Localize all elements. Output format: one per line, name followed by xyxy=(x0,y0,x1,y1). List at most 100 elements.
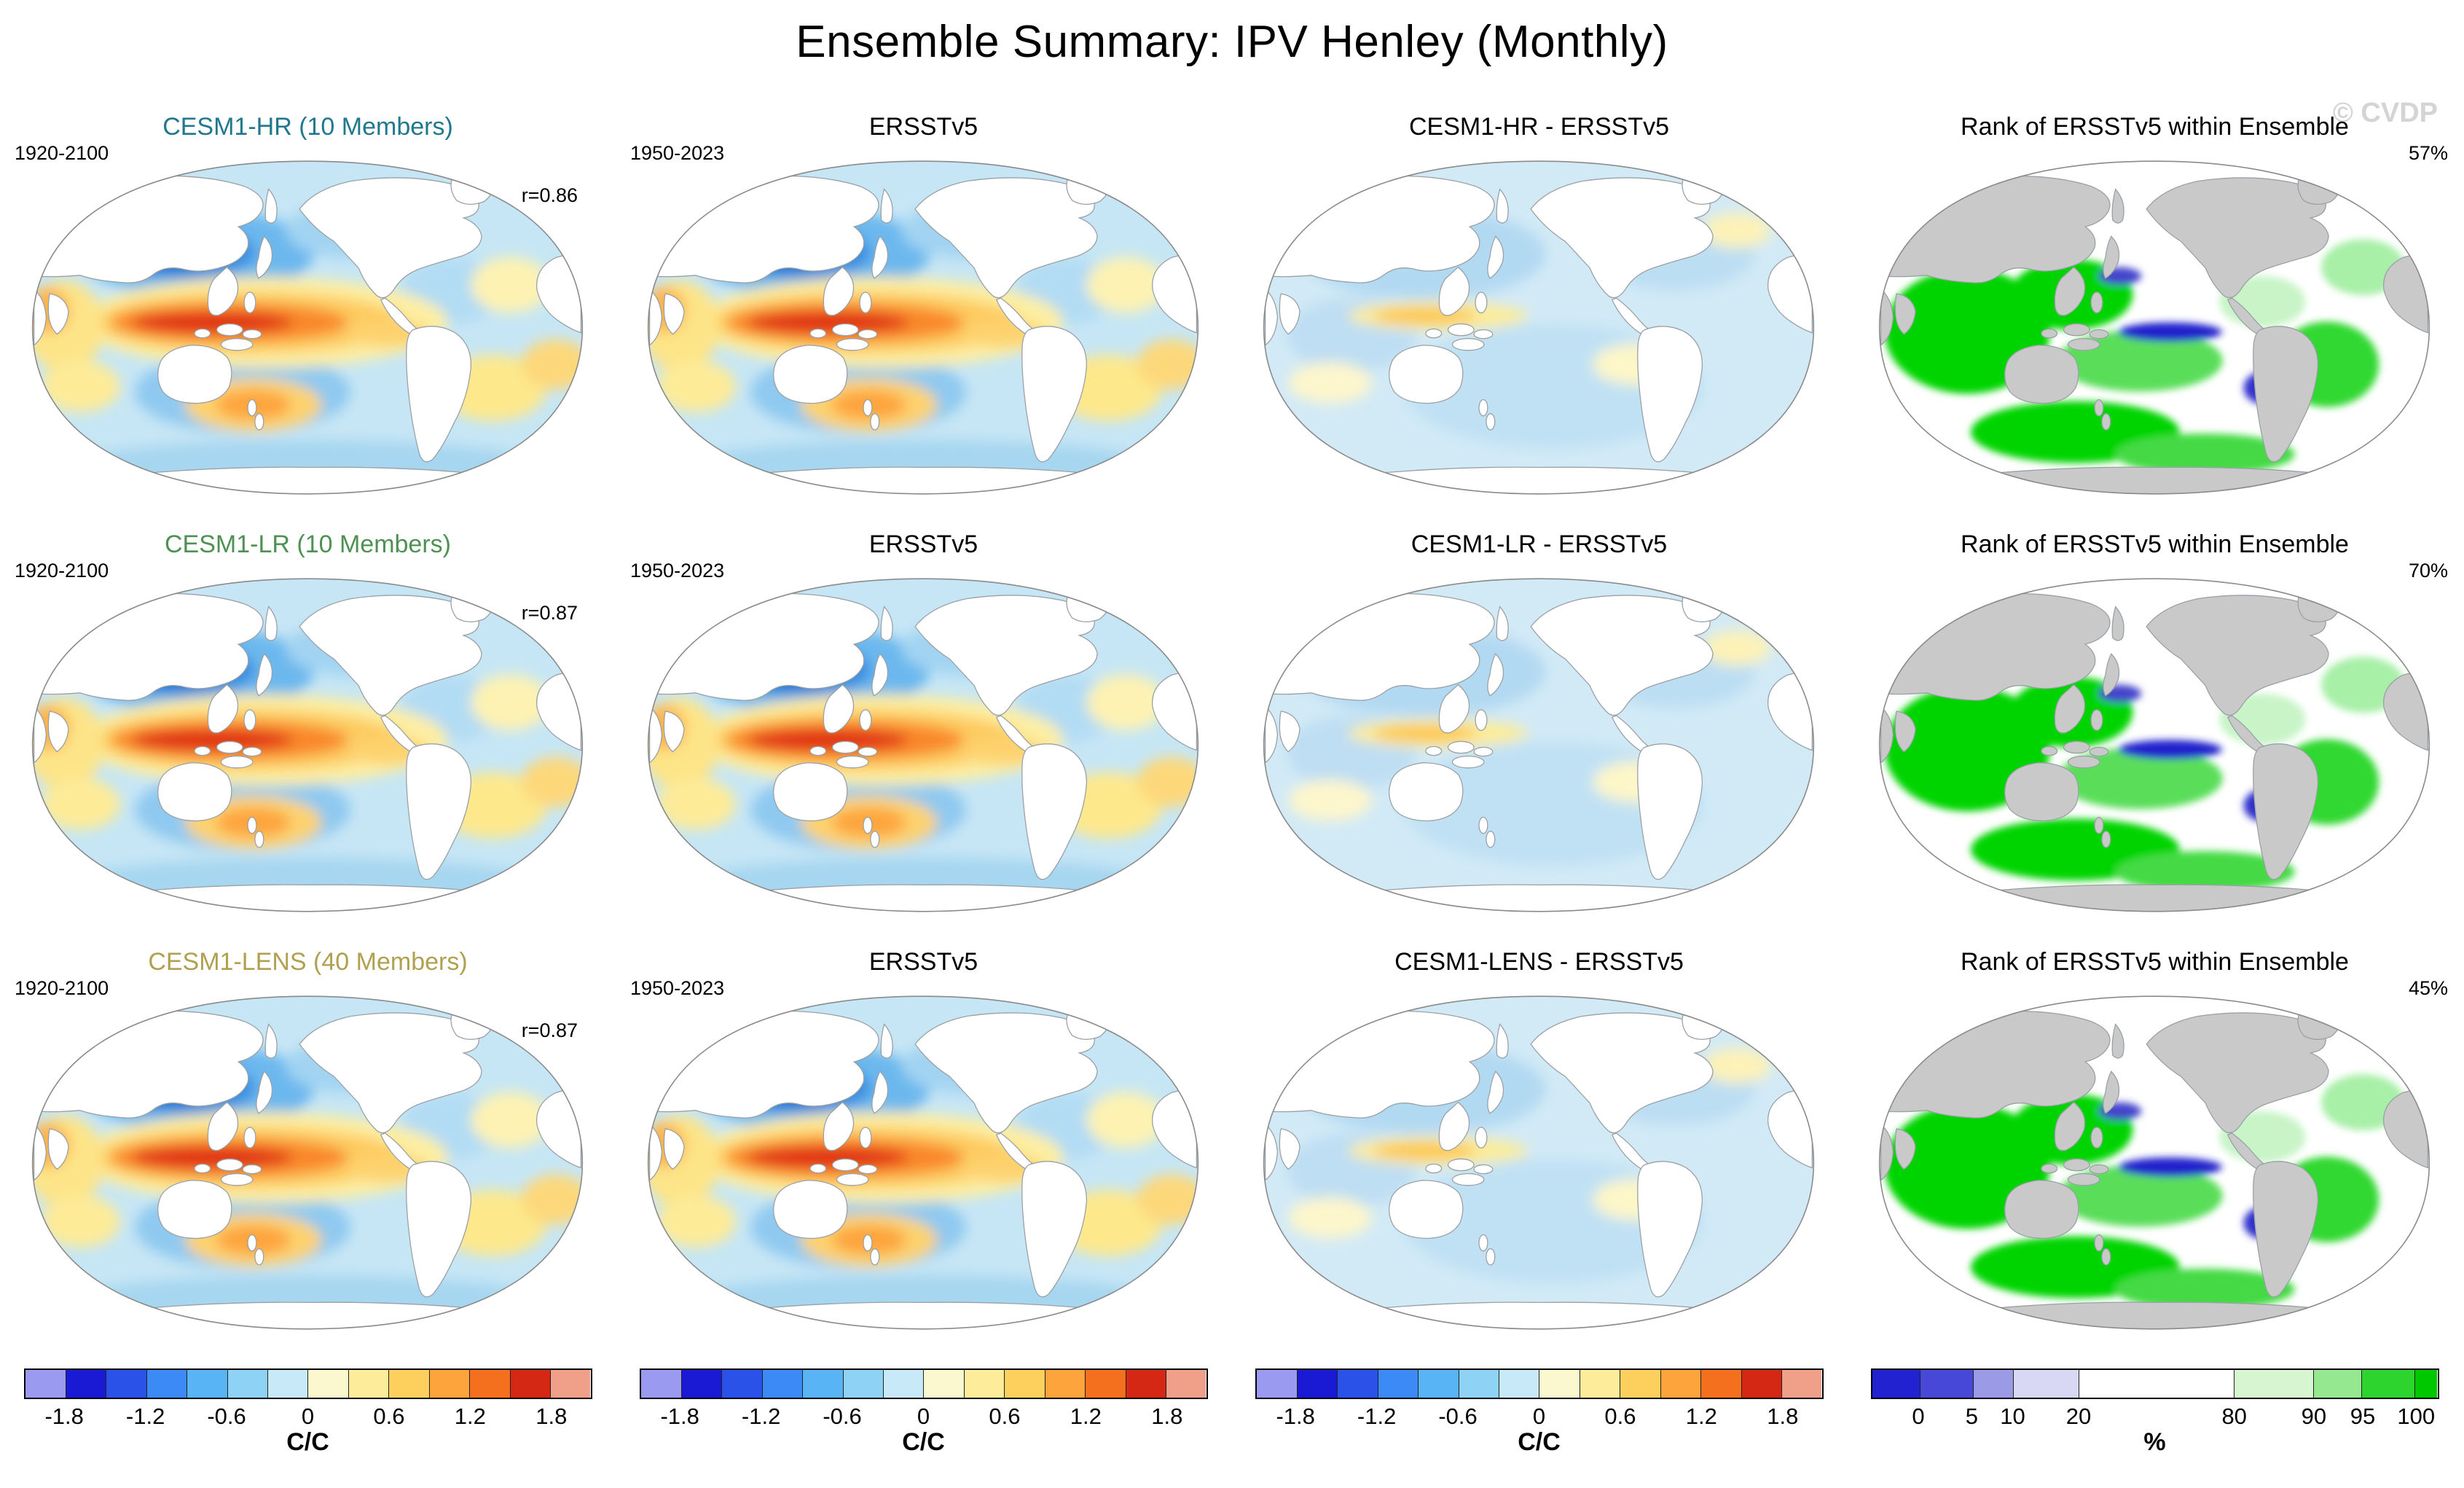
colorbar-tick-label: 20 xyxy=(2065,1403,2092,1429)
panel-ersstv5-obs-1: ERSSTv5 1950-2023 xyxy=(616,110,1231,512)
colorbar-anomaly-1: -1.8 -1.2 -0.6 0 0.6 1.2 1.8 C/C xyxy=(23,1368,592,1457)
period-label: 1920-2100 xyxy=(15,977,109,999)
colorbar-tick-label: 80 xyxy=(2221,1403,2247,1429)
panel-cesm1-hr-diff: CESM1-HR - ERSSTv5 xyxy=(1231,110,1847,512)
colorbar-segment xyxy=(106,1370,146,1398)
panel-title: Rank of ERSSTv5 within Ensemble xyxy=(1961,113,2349,141)
colorbar-segment xyxy=(963,1370,1005,1398)
colorbar-tick-label: 1.8 xyxy=(535,1403,568,1429)
colorbar-segment xyxy=(1872,1370,1920,1398)
colorbar-segment xyxy=(25,1370,66,1398)
colorbar-tick-label: -1.8 xyxy=(1276,1403,1315,1429)
cvdp-watermark: © CVDP xyxy=(2332,98,2438,128)
colorbar-segment xyxy=(1296,1370,1338,1398)
colorbar-tick-label: -1.8 xyxy=(660,1403,699,1429)
colorbar-ticks: -1.8 -1.2 -0.6 0 0.6 1.2 1.8 xyxy=(24,1399,592,1429)
period-label: 1950-2023 xyxy=(630,977,725,999)
colorbar-tick-label: -1.2 xyxy=(1357,1403,1397,1429)
colorbar-tick-label: 10 xyxy=(2000,1403,2025,1429)
page-title: Ensemble Summary: IPV Henley (Monthly) xyxy=(796,17,1668,67)
colorbar-segment xyxy=(802,1370,843,1398)
colorbar-gradient xyxy=(1870,1368,2439,1399)
period-label: 1920-2100 xyxy=(15,560,109,582)
colorbar-segment xyxy=(2414,1370,2438,1398)
colorbar-segment xyxy=(550,1370,591,1398)
colorbar-ticks: -1.8 -1.2 -0.6 0 0.6 1.2 1.8 xyxy=(640,1399,1208,1429)
colorbar-segment xyxy=(883,1370,924,1398)
colorbar-segment xyxy=(721,1370,762,1398)
world-map xyxy=(1263,578,1815,912)
colorbar-row: -1.8 -1.2 -0.6 0 0.6 1.2 1.8 C/C -1.8 -1.2 -0.6 0… xyxy=(0,1368,2464,1457)
colorbar-segment xyxy=(1458,1370,1499,1398)
colorbar-anomaly-3: -1.8 -1.2 -0.6 0 0.6 1.2 1.8 C/C xyxy=(1255,1368,1824,1457)
colorbar-segment xyxy=(227,1370,268,1398)
colorbar-segment xyxy=(2079,1370,2235,1398)
colorbar-segment xyxy=(388,1370,429,1398)
colorbar-segment xyxy=(2312,1370,2362,1398)
colorbar-segment xyxy=(1256,1370,1297,1398)
colorbar-segment xyxy=(1044,1370,1086,1398)
panel-cesm1-lr-diff: CESM1-LR - ERSSTv5 xyxy=(1231,528,1847,929)
colorbar-tick-label: 1.2 xyxy=(1685,1403,1717,1429)
panel-title: ERSSTv5 xyxy=(868,948,978,976)
colorbar-gradient xyxy=(23,1368,592,1399)
colorbar-ticks: 0 5 10 20 80 90 95 100 xyxy=(1871,1399,2439,1429)
panel-title: CESM1-HR (10 Members) xyxy=(162,113,453,141)
colorbar-segment xyxy=(1418,1370,1459,1398)
panel-title: CESM1-LR - ERSSTv5 xyxy=(1410,530,1668,558)
panel-title: ERSSTv5 xyxy=(868,113,978,141)
colorbar-segment xyxy=(348,1370,389,1398)
colorbar-tick-label: 1.2 xyxy=(1070,1403,1102,1429)
colorbar-segment xyxy=(1377,1370,1419,1398)
panel-cesm1-lens-diff: CESM1-LENS - ERSSTv5 xyxy=(1231,945,1847,1347)
colorbar-segment xyxy=(680,1370,722,1398)
period-label: 1920-2100 xyxy=(15,142,109,164)
colorbar-tick-label: -0.6 xyxy=(823,1403,862,1429)
colorbar-segment xyxy=(1660,1370,1701,1398)
colorbar-tick-label: 1.8 xyxy=(1151,1403,1183,1429)
colorbar-segment xyxy=(187,1370,227,1398)
world-map xyxy=(31,160,584,495)
world-map xyxy=(1263,160,1815,495)
world-map xyxy=(647,160,1199,495)
panel-ersstv5-obs-2: ERSSTv5 1950-2023 xyxy=(616,528,1231,929)
panel-cesm1-hr-mean: CESM1-HR (10 Members) 1920-2100 r=0.86 xyxy=(0,110,616,512)
colorbar-anomaly-2: -1.8 -1.2 -0.6 0 0.6 1.2 1.8 C/C xyxy=(639,1368,1208,1457)
colorbar-segment xyxy=(761,1370,803,1398)
colorbar-segment xyxy=(469,1370,510,1398)
world-map xyxy=(1878,578,2430,912)
colorbar-rank: 0 5 10 20 80 90 95 100 % xyxy=(1870,1368,2439,1457)
panel-title: Rank of ERSSTv5 within Ensemble xyxy=(1961,530,2349,558)
colorbar-unit-label: C/C xyxy=(286,1428,329,1456)
colorbar-unit-label: % xyxy=(2143,1428,2166,1456)
colorbar-segment xyxy=(2234,1370,2313,1398)
panel-title: CESM1-HR - ERSSTv5 xyxy=(1408,113,1670,141)
panel-title: ERSSTv5 xyxy=(868,530,978,558)
colorbar-tick-label: 90 xyxy=(2301,1403,2327,1429)
colorbar-tick-label: 95 xyxy=(2350,1403,2376,1429)
colorbar-segment xyxy=(1700,1370,1741,1398)
colorbar-segment xyxy=(65,1370,106,1398)
colorbar-segment xyxy=(640,1370,681,1398)
colorbar-segment xyxy=(1004,1370,1045,1398)
correlation-label: r=0.86 xyxy=(521,184,578,206)
world-map xyxy=(647,995,1199,1330)
colorbar-tick-label: 0 xyxy=(917,1403,930,1429)
colorbar-tick-label: 0 xyxy=(1532,1403,1546,1429)
colorbar-segment xyxy=(428,1370,470,1398)
correlation-label: r=0.87 xyxy=(521,1019,578,1041)
colorbar-unit-label: C/C xyxy=(1518,1428,1561,1456)
colorbar-segment xyxy=(307,1370,348,1398)
colorbar-tick-label: 100 xyxy=(2397,1403,2436,1429)
colorbar-segment xyxy=(1579,1370,1620,1398)
colorbar-segment xyxy=(1539,1370,1580,1398)
colorbar-tick-label: -0.6 xyxy=(207,1403,246,1429)
panel-title: CESM1-LR (10 Members) xyxy=(165,530,451,558)
panel-title: CESM1-LENS - ERSSTv5 xyxy=(1394,948,1684,976)
colorbar-tick-label: 1.2 xyxy=(454,1403,486,1429)
period-label: 1950-2023 xyxy=(630,560,725,582)
correlation-label: r=0.87 xyxy=(521,602,578,624)
colorbar-segment xyxy=(1085,1370,1126,1398)
panel-ersstv5-obs-3: ERSSTv5 1950-2023 xyxy=(616,945,1231,1347)
colorbar-segment xyxy=(267,1370,308,1398)
